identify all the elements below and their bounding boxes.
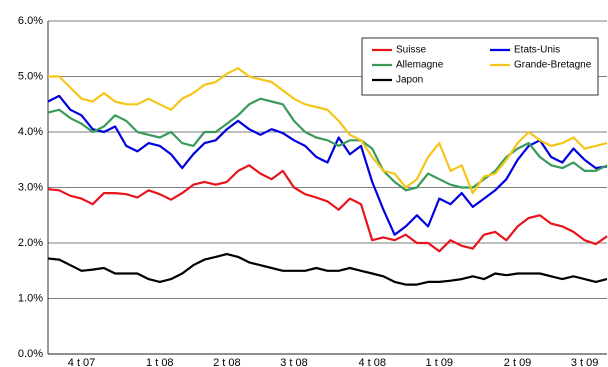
y-tick-label: 6.0% — [18, 15, 43, 27]
legend-label: Japon — [396, 75, 423, 86]
y-tick-label: 2.0% — [18, 237, 43, 249]
x-tick-label: 3 t 08 — [280, 357, 308, 367]
x-tick-label: 2 t 09 — [504, 357, 532, 367]
x-tick-label: 1 t 09 — [426, 357, 454, 367]
y-tick-label: 5.0% — [18, 70, 43, 82]
y-tick-label: 3.0% — [18, 181, 43, 193]
y-tick-label: 0.0% — [18, 348, 43, 360]
series-line — [47, 253, 608, 286]
y-tick-label: 1.0% — [18, 292, 43, 304]
x-tick-label: 3 t 09 — [571, 357, 599, 367]
legend-label: Grande-Bretagne — [514, 60, 592, 71]
x-tick-label: 1 t 08 — [146, 357, 174, 367]
legend-label: Suisse — [396, 45, 426, 56]
series-line — [47, 164, 608, 253]
series-line — [47, 97, 608, 192]
series-line — [48, 67, 608, 195]
y-tick-label: 4.0% — [18, 126, 43, 138]
legend-label: Allemagne — [396, 60, 444, 71]
x-tick-label: 4 t 08 — [358, 357, 386, 367]
legend-label: Etats-Unis — [514, 45, 560, 56]
x-tick-label: 4 t 07 — [68, 357, 96, 367]
x-tick-label: 2 t 08 — [213, 357, 241, 367]
legend-box — [361, 37, 599, 96]
series-line — [47, 94, 608, 236]
legend: Suisse Etats-Unis Allemagne Grande-Bretagne… — [361, 37, 599, 96]
